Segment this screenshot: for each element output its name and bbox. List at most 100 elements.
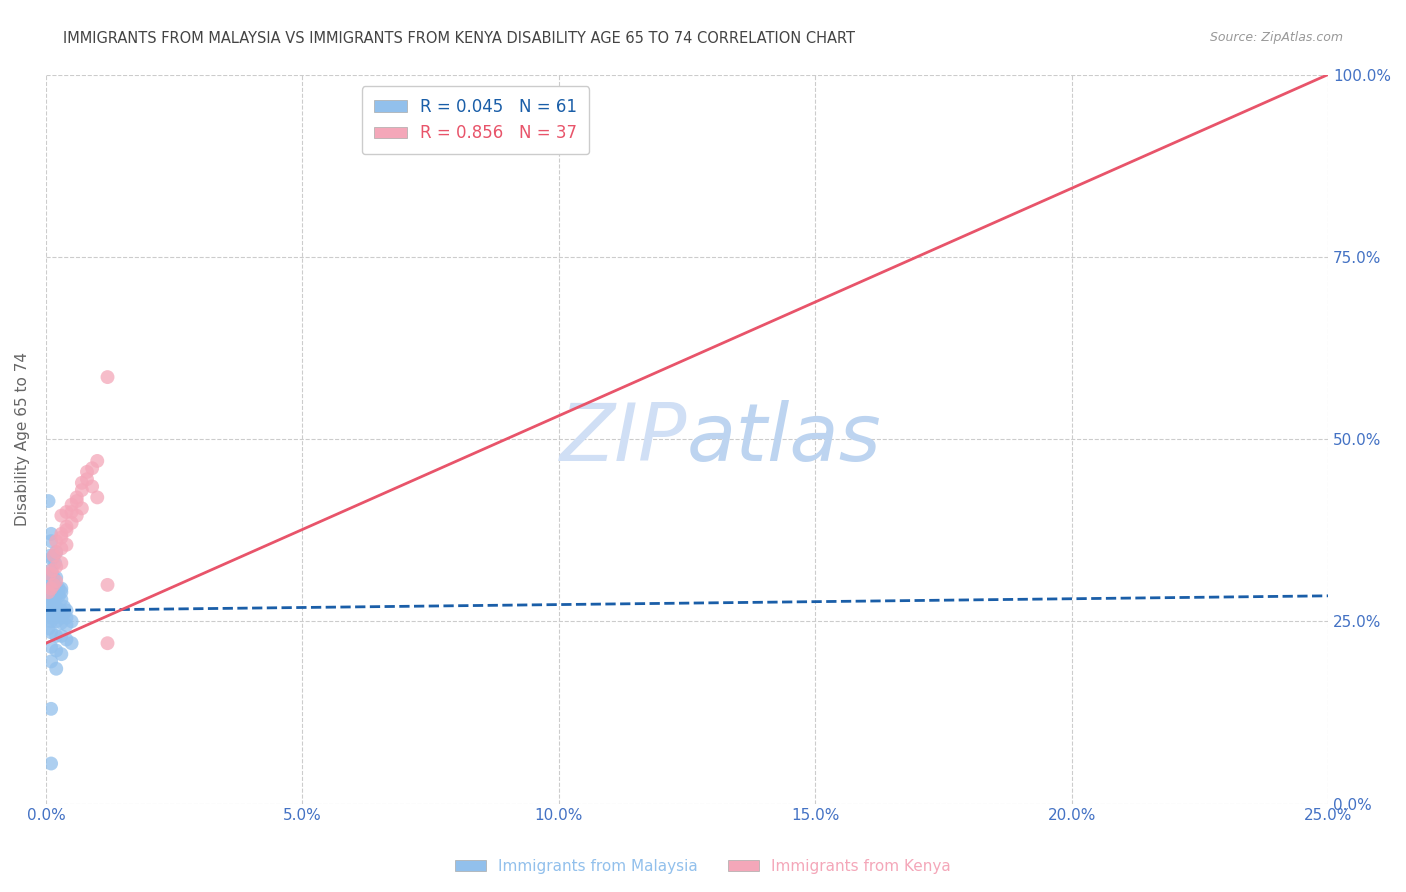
Point — [82, 461, 104, 475]
Point — [38, 607, 60, 621]
Point — [55, 523, 77, 537]
Point — [39, 596, 62, 610]
Point — [42, 603, 65, 617]
Point — [86, 491, 108, 505]
Point — [45, 559, 67, 574]
Point — [70, 483, 93, 497]
Point — [39, 563, 62, 577]
Point — [86, 454, 108, 468]
Point — [45, 571, 67, 585]
Point — [39, 578, 62, 592]
Point — [51, 603, 73, 617]
Point — [39, 607, 62, 621]
Point — [51, 585, 73, 599]
Point — [55, 632, 77, 647]
Point — [44, 556, 66, 570]
Point — [51, 556, 73, 570]
Point — [41, 552, 63, 566]
Point — [45, 545, 67, 559]
Point — [66, 491, 89, 505]
Point — [45, 545, 67, 559]
Point — [51, 582, 73, 596]
Text: Source: ZipAtlas.com: Source: ZipAtlas.com — [1209, 31, 1343, 45]
Point — [42, 578, 65, 592]
Point — [39, 615, 62, 629]
Point — [45, 643, 67, 657]
Point — [39, 534, 62, 549]
Point — [76, 465, 98, 479]
Point — [45, 615, 67, 629]
Point — [55, 610, 77, 624]
Point — [60, 615, 83, 629]
Point — [70, 475, 93, 490]
Point — [51, 610, 73, 624]
Point — [42, 596, 65, 610]
Point — [39, 549, 62, 563]
Point — [51, 592, 73, 607]
Point — [42, 549, 65, 563]
Point — [39, 526, 62, 541]
Point — [39, 625, 62, 640]
Point — [66, 508, 89, 523]
Point — [39, 603, 62, 617]
Point — [55, 505, 77, 519]
Point — [55, 519, 77, 533]
Point — [52, 607, 75, 621]
Point — [38, 574, 60, 589]
Point — [45, 662, 67, 676]
Y-axis label: Disability Age 65 to 74: Disability Age 65 to 74 — [15, 352, 30, 526]
Point — [70, 501, 93, 516]
Point — [42, 549, 65, 563]
Point — [41, 589, 63, 603]
Point — [38, 596, 60, 610]
Text: atlas: atlas — [688, 401, 882, 478]
Point — [45, 582, 67, 596]
Point — [42, 571, 65, 585]
Point — [51, 531, 73, 545]
Point — [45, 589, 67, 603]
Point — [39, 589, 62, 603]
Point — [96, 636, 118, 650]
Point — [55, 618, 77, 632]
Point — [52, 599, 75, 614]
Point — [60, 498, 83, 512]
Point — [39, 640, 62, 654]
Point — [39, 610, 62, 624]
Point — [45, 534, 67, 549]
Point — [39, 566, 62, 581]
Point — [51, 607, 73, 621]
Point — [45, 574, 67, 589]
Text: IMMIGRANTS FROM MALAYSIA VS IMMIGRANTS FROM KENYA DISABILITY AGE 65 TO 74 CORREL: IMMIGRANTS FROM MALAYSIA VS IMMIGRANTS F… — [63, 31, 855, 46]
Point — [51, 629, 73, 643]
Legend: R = 0.045   N = 61, R = 0.856   N = 37: R = 0.045 N = 61, R = 0.856 N = 37 — [361, 87, 589, 154]
Point — [39, 582, 62, 596]
Point — [55, 603, 77, 617]
Point — [45, 603, 67, 617]
Point — [96, 578, 118, 592]
Point — [51, 541, 73, 556]
Point — [41, 563, 63, 577]
Point — [82, 479, 104, 493]
Point — [38, 494, 60, 508]
Point — [39, 702, 62, 716]
Point — [60, 516, 83, 530]
Point — [48, 582, 70, 596]
Point — [39, 655, 62, 669]
Point — [76, 472, 98, 486]
Point — [51, 647, 73, 661]
Legend: Immigrants from Malaysia, Immigrants from Kenya: Immigrants from Malaysia, Immigrants fro… — [449, 853, 957, 880]
Point — [38, 585, 60, 599]
Point — [42, 610, 65, 624]
Point — [66, 494, 89, 508]
Point — [39, 756, 62, 771]
Point — [42, 578, 65, 592]
Point — [51, 526, 73, 541]
Point — [51, 615, 73, 630]
Point — [60, 636, 83, 650]
Point — [48, 589, 70, 603]
Point — [45, 599, 67, 614]
Point — [38, 622, 60, 636]
Point — [39, 566, 62, 581]
Point — [96, 370, 118, 384]
Point — [55, 538, 77, 552]
